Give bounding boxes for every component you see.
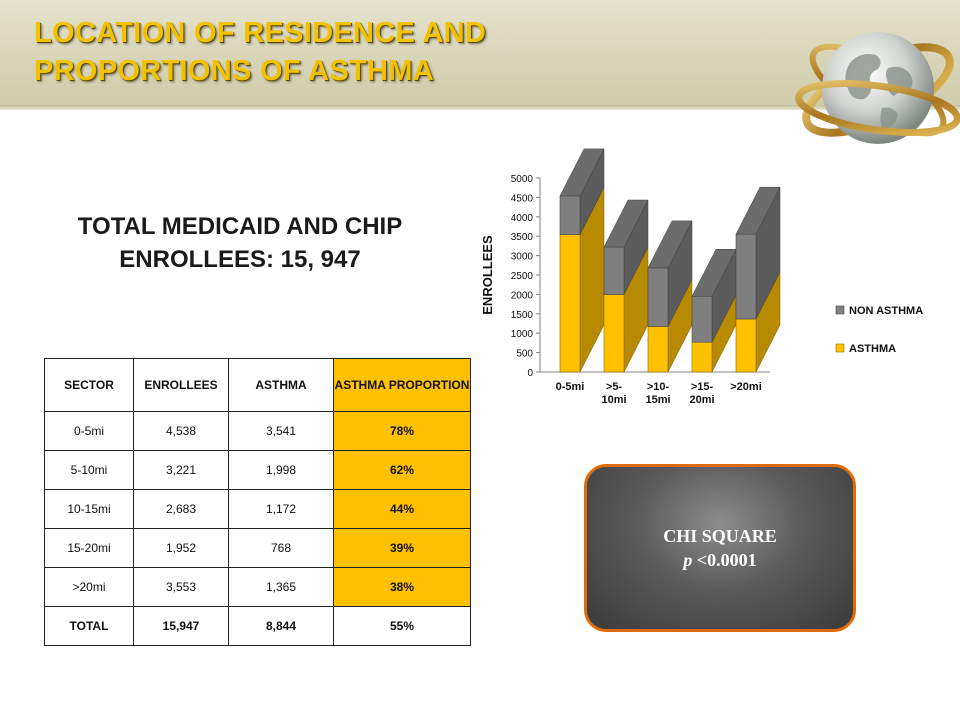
slide-title-line1: LOCATION OF RESIDENCE AND bbox=[34, 17, 487, 49]
table-total-row: TOTAL 15,947 8,844 55% bbox=[44, 606, 471, 646]
cell-proportion: 39% bbox=[333, 528, 471, 568]
cell-asthma: 768 bbox=[228, 528, 334, 568]
legend-label-asthma: ASTHMA bbox=[849, 343, 896, 355]
table-row: 5-10mi 3,221 1,998 62% bbox=[44, 450, 471, 490]
x-tick-label: 15mi bbox=[645, 394, 670, 406]
table-row: >20mi 3,553 1,365 38% bbox=[44, 567, 471, 607]
total-enrollees-line2: ENROLLEES: 15, 947 bbox=[119, 246, 361, 273]
cell-asthma: 1,172 bbox=[228, 489, 334, 529]
bar-non-asthma bbox=[603, 246, 625, 295]
header-asthma-proportion: ASTHMA PROPORTION bbox=[333, 358, 471, 412]
enrollees-table: SECTOR ENROLLEES ASTHMA ASTHMA PROPORTIO… bbox=[44, 358, 471, 646]
cell-enrollees: 4,538 bbox=[133, 411, 229, 451]
table-row: 10-15mi 2,683 1,172 44% bbox=[44, 489, 471, 529]
cell-sector: 5-10mi bbox=[44, 450, 134, 490]
legend-swatch-asthma bbox=[835, 343, 845, 353]
x-tick-label: 10mi bbox=[601, 394, 626, 406]
x-tick-label: 0-5mi bbox=[556, 381, 585, 393]
cell-enrollees: 1,952 bbox=[133, 528, 229, 568]
total-enrollees-line1: TOTAL MEDICAID AND CHIP bbox=[77, 213, 403, 240]
table-header-row: SECTOR ENROLLEES ASTHMA ASTHMA PROPORTIO… bbox=[44, 358, 471, 412]
x-tick-label: >20mi bbox=[730, 381, 762, 393]
cell-proportion: 62% bbox=[333, 450, 471, 490]
cell-total-enrollees: 15,947 bbox=[133, 606, 229, 646]
cell-proportion: 38% bbox=[333, 567, 471, 607]
bar-asthma bbox=[647, 326, 669, 373]
chi-square-label: CHI SQUARE bbox=[663, 526, 777, 546]
y-tick-label: 3500 bbox=[511, 232, 534, 243]
x-tick-label: >5- bbox=[606, 381, 623, 393]
cell-enrollees: 3,553 bbox=[133, 567, 229, 607]
cell-asthma: 3,541 bbox=[228, 411, 334, 451]
cell-asthma: 1,998 bbox=[228, 450, 334, 490]
slide-title-line2: PROPORTIONS OF ASTHMA bbox=[34, 55, 434, 87]
x-tick-label: >15- bbox=[691, 381, 714, 393]
table-row: 0-5mi 4,538 3,541 78% bbox=[44, 411, 471, 451]
table-row: 15-20mi 1,952 768 39% bbox=[44, 528, 471, 568]
y-tick-label: 0 bbox=[527, 368, 533, 379]
bar-asthma bbox=[691, 341, 713, 373]
cell-proportion: 44% bbox=[333, 489, 471, 529]
cell-proportion: 78% bbox=[333, 411, 471, 451]
cell-enrollees: 2,683 bbox=[133, 489, 229, 529]
header-sector: SECTOR bbox=[44, 358, 134, 412]
cell-sector: >20mi bbox=[44, 567, 134, 607]
bar-asthma bbox=[735, 318, 757, 373]
bar-top bbox=[735, 186, 781, 235]
bar-asthma bbox=[559, 234, 581, 373]
y-tick-label: 1500 bbox=[511, 310, 534, 321]
x-tick-label: >10- bbox=[647, 381, 670, 393]
total-enrollees-heading: TOTAL MEDICAID AND CHIP ENROLLEES: 15, 9… bbox=[40, 210, 440, 276]
header-enrollees: ENROLLEES bbox=[133, 358, 229, 412]
bar-non-asthma bbox=[647, 267, 669, 327]
legend-label-non-asthma: NON ASTHMA bbox=[849, 305, 923, 317]
chart-svg: 0 500 1000 1500 2000 2500 3000 3500 4000 4500 5000… bbox=[480, 148, 923, 406]
globe-logo bbox=[790, 8, 960, 168]
bar-top bbox=[559, 148, 605, 197]
slide-title: LOCATION OF RESIDENCE AND PROPORTIONS OF… bbox=[34, 14, 486, 90]
bar-non-asthma bbox=[691, 295, 713, 343]
stacked-bar-chart: 0 500 1000 1500 2000 2500 3000 3500 4000 4500 5000… bbox=[470, 140, 950, 440]
y-tick-label: 500 bbox=[516, 349, 533, 360]
x-tick-label: 20mi bbox=[689, 394, 714, 406]
chi-square-p-line: p <0.0001 bbox=[683, 548, 756, 572]
y-axis-label: ENROLLEES bbox=[480, 235, 495, 315]
cell-total-asthma: 8,844 bbox=[228, 606, 334, 646]
cell-sector: 10-15mi bbox=[44, 489, 134, 529]
cell-total-proportion: 55% bbox=[333, 606, 471, 646]
cell-asthma: 1,365 bbox=[228, 567, 334, 607]
y-tick-label: 1000 bbox=[511, 329, 534, 340]
y-tick-label: 4000 bbox=[511, 213, 534, 224]
bar-non-asthma bbox=[559, 195, 581, 235]
cell-sector: 0-5mi bbox=[44, 411, 134, 451]
y-tick-label: 4500 bbox=[511, 193, 534, 204]
cell-enrollees: 3,221 bbox=[133, 450, 229, 490]
header-asthma: ASTHMA bbox=[228, 358, 334, 412]
bar-non-asthma bbox=[735, 233, 757, 320]
y-tick-label: 2000 bbox=[511, 290, 534, 301]
y-tick-label: 5000 bbox=[511, 174, 534, 185]
header-band bbox=[0, 0, 960, 110]
legend-swatch-non-asthma bbox=[835, 305, 845, 315]
cell-total-label: TOTAL bbox=[44, 606, 134, 646]
bar-top bbox=[603, 199, 649, 248]
bar-top bbox=[647, 220, 693, 269]
y-tick-label: 3000 bbox=[511, 252, 534, 263]
cell-sector: 15-20mi bbox=[44, 528, 134, 568]
p-symbol: p bbox=[683, 550, 693, 570]
p-value: <0.0001 bbox=[696, 550, 757, 570]
chi-square-box: CHI SQUARE p <0.0001 bbox=[584, 464, 856, 632]
y-tick-label: 2500 bbox=[511, 271, 534, 282]
bar-asthma bbox=[603, 294, 625, 373]
